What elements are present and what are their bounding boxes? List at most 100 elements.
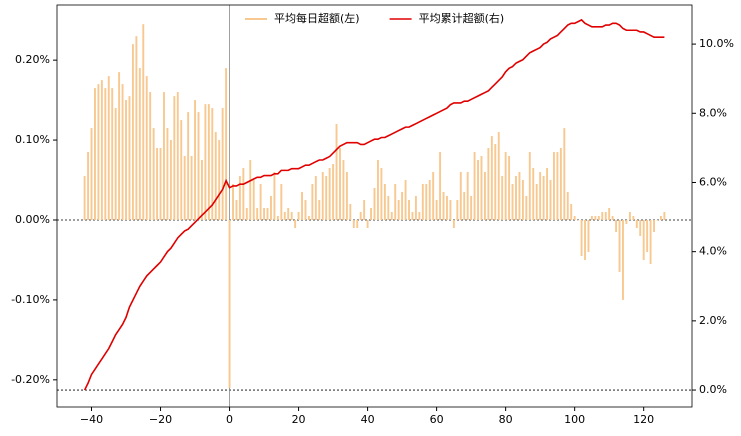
bar [590,215,593,220]
x-tick-label: 40 [361,413,375,426]
bar [263,207,266,220]
x-tick-label: 60 [430,413,444,426]
bar [169,140,172,220]
bar [352,219,355,228]
bar [176,92,179,220]
bar [131,44,134,220]
bar [290,211,293,220]
bar [100,80,103,220]
bar [256,207,259,220]
bar [525,196,528,220]
bar [383,184,386,220]
bar [408,200,410,220]
bar [218,140,221,220]
bar [635,219,638,228]
bar [325,176,328,220]
bar [535,184,538,220]
bar [173,96,176,220]
bar [349,204,352,220]
bar [597,215,600,220]
x-tick-label: −20 [149,413,172,426]
bar [549,180,552,220]
bar [111,88,114,220]
y2-tick-label: 4.0% [699,245,727,258]
bar [245,207,248,220]
bar [283,211,286,220]
bar [504,152,507,220]
bar [401,192,404,220]
bar [580,219,583,256]
bar [439,152,442,220]
bar [397,200,400,220]
bar [518,172,521,220]
bar [559,148,562,220]
bar [180,120,183,220]
bar [515,176,517,220]
bar [238,176,241,220]
bar [497,132,500,220]
bar [232,184,234,220]
bar [615,219,618,232]
bar [249,160,252,220]
bar [628,211,631,220]
bar [142,24,145,220]
bar [128,96,131,220]
bar [428,180,431,220]
bar [608,207,611,220]
bar [604,211,607,220]
bar [625,219,628,224]
bar [456,200,459,220]
line [83,18,665,391]
bar [156,148,159,220]
bar [107,76,110,220]
bar [252,180,255,220]
bar [328,168,331,220]
bar [314,176,317,220]
bar [287,207,290,220]
bar [194,100,196,220]
bar [411,211,414,220]
bar [225,68,228,220]
bar [294,219,297,228]
bar [266,207,269,220]
bar [663,211,666,220]
bar [149,92,152,220]
bar [273,172,276,220]
bar [404,180,407,220]
bar [332,164,335,220]
bar [618,219,621,272]
bar [414,196,417,220]
bar [587,219,590,252]
bar [83,176,86,220]
bar [532,168,535,220]
x-tick-label: 0 [226,413,233,426]
x-tick-label: 100 [564,413,585,426]
bar [611,215,614,220]
bar [656,219,659,221]
bar [622,219,624,300]
bar [121,84,124,220]
bar [311,184,314,220]
bar [601,211,604,220]
bar [166,128,169,220]
bar [235,200,238,220]
x-tick-label: 80 [499,413,513,426]
bar [370,207,372,220]
bar [242,168,245,220]
y-tick-label: 0.10% [15,133,50,146]
bar [494,144,497,220]
bar [459,172,462,220]
bar [387,196,390,220]
bar [138,68,141,220]
bar [477,160,479,220]
bar [159,148,162,220]
bar [394,184,397,220]
bar [270,196,272,220]
bar [501,176,504,220]
plot-frame [56,4,693,408]
bar [466,172,469,220]
bar [542,176,545,220]
bar [490,136,493,220]
bar [145,76,148,220]
bar [653,219,655,232]
